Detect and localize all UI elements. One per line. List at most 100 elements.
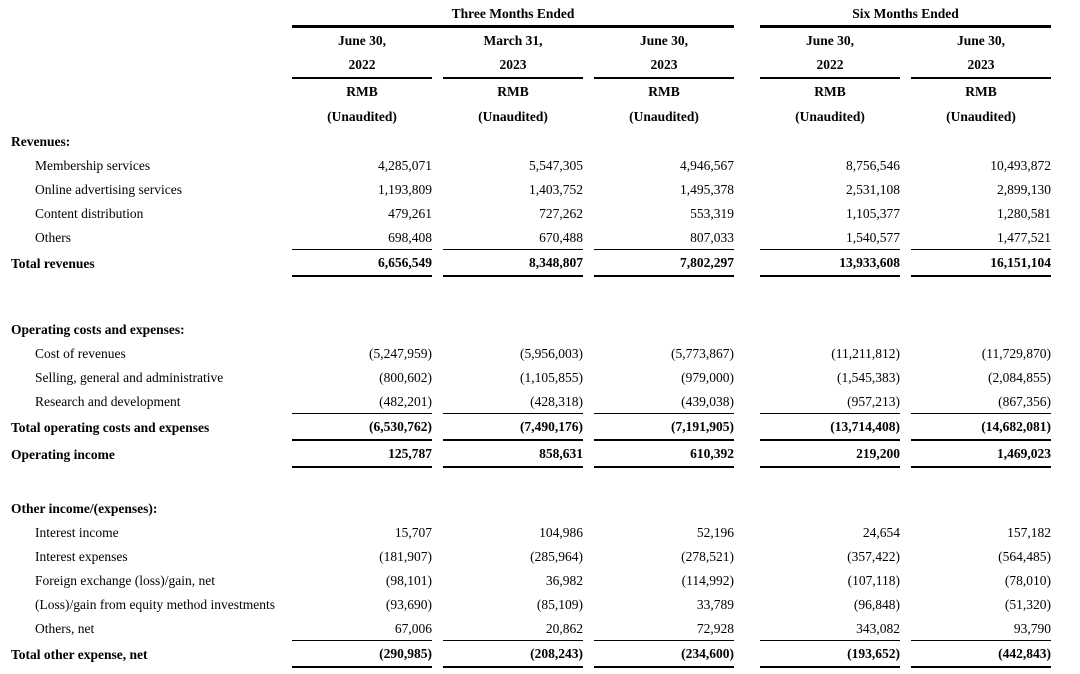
cell-value: 2,899,130: [997, 182, 1052, 197]
column-year: 2022: [760, 53, 900, 79]
column-audit-row: (Unaudited) (Unaudited) (Unaudited) (Una…: [11, 104, 1051, 129]
cell-value: (13,714,408): [760, 414, 900, 441]
cell-value: 1,495,378: [680, 182, 734, 197]
column-date: June 30,: [337, 32, 386, 48]
cell-value: (979,000): [681, 370, 734, 385]
cell-value: 67,006: [292, 617, 432, 641]
cell-value: (278,521): [681, 549, 734, 564]
table-row: (Loss)/gain from equity method investmen…: [11, 593, 1051, 617]
cell-value: 8,348,807: [443, 250, 583, 277]
cell-value: 7,802,297: [594, 250, 734, 277]
cell-value: (867,356): [911, 390, 1052, 414]
table-row: Cost of revenues (5,247,959) (5,956,003)…: [11, 342, 1051, 366]
cell-value: (96,848): [853, 597, 900, 612]
cell-value: (11,211,812): [831, 346, 900, 361]
cell-value: (5,773,867): [671, 346, 734, 361]
cell-value: 20,862: [443, 617, 583, 641]
section-header-other-income: Other income/(expenses):: [11, 500, 158, 516]
column-currency: RMB: [497, 83, 529, 99]
cell-value: (428,318): [443, 390, 583, 414]
group-gap: [745, 2, 749, 28]
section-gap: [11, 277, 1051, 317]
cell-value: 125,787: [292, 441, 432, 468]
row-label: Interest expenses: [35, 549, 128, 564]
cell-value: (193,652): [760, 641, 900, 668]
table-row: Online advertising services 1,193,809 1,…: [11, 178, 1051, 202]
table-row: Content distribution 479,261 727,262 553…: [11, 202, 1051, 226]
cell-value: (7,191,905): [594, 414, 734, 441]
cell-value: 72,928: [594, 617, 734, 641]
cell-value: (93,690): [385, 597, 432, 612]
cell-value: 610,392: [594, 441, 734, 468]
cell-value: 104,986: [539, 525, 583, 540]
row-label: Content distribution: [35, 206, 144, 221]
section-header-operating-costs: Operating costs and expenses:: [11, 321, 185, 337]
cell-value: (85,109): [536, 597, 583, 612]
column-audit-note: (Unaudited): [795, 108, 865, 124]
table-row: Interest income 15,707 104,986 52,196 24…: [11, 521, 1051, 545]
column-audit-note: (Unaudited): [946, 108, 1016, 124]
cell-value: (234,600): [594, 641, 734, 668]
column-year: 2023: [443, 53, 583, 79]
cell-value: (78,010): [1004, 573, 1052, 588]
cell-value: (2,084,855): [988, 370, 1052, 385]
cell-value: (285,964): [530, 549, 583, 564]
cell-value: 4,285,071: [378, 158, 432, 173]
row-label: (Loss)/gain from equity method investmen…: [35, 597, 275, 612]
income-statement-table: Three Months Ended Six Months Ended June…: [0, 2, 1062, 668]
section-header-revenues: Revenues:: [11, 133, 71, 149]
cell-value: (5,247,959): [369, 346, 432, 361]
table-row: Selling, general and administrative (800…: [11, 366, 1051, 390]
row-label: Membership services: [35, 158, 151, 173]
cell-value: 13,933,608: [760, 250, 900, 277]
column-year-row: 2022 2023 2023 2022 2023: [11, 53, 1052, 79]
cell-value: (114,992): [681, 573, 734, 588]
section-header-row: Revenues:: [11, 129, 1051, 154]
cell-value: (6,530,762): [292, 414, 432, 441]
cell-value: 670,488: [443, 226, 583, 250]
column-date: March 31,: [483, 32, 543, 48]
cell-value: 479,261: [388, 206, 432, 221]
column-audit-note: (Unaudited): [629, 108, 699, 124]
cell-value: 157,182: [1007, 525, 1052, 540]
cell-value: 698,408: [292, 226, 432, 250]
cell-value: 2,531,108: [846, 182, 900, 197]
row-label: Cost of revenues: [35, 346, 126, 361]
row-label: Interest income: [35, 525, 119, 540]
row-label: Online advertising services: [35, 182, 182, 197]
cell-value: (14,682,081): [911, 414, 1052, 441]
cell-value: 15,707: [394, 525, 432, 540]
cell-value: 1,469,023: [911, 441, 1052, 468]
cell-value: 33,789: [696, 597, 734, 612]
cell-value: (564,485): [998, 549, 1052, 564]
row-label: Selling, general and administrative: [35, 370, 224, 385]
column-date: June 30,: [639, 32, 688, 48]
total-row: Total operating costs and expenses (6,53…: [11, 414, 1052, 441]
cell-value: 10,493,872: [990, 158, 1052, 173]
cell-value: (1,105,855): [520, 370, 583, 385]
table-row: Others 698,408 670,488 807,033 1,540,577…: [11, 226, 1052, 250]
cell-value: 24,654: [862, 525, 900, 540]
cell-value: 8,756,546: [846, 158, 900, 173]
column-date-row: June 30, March 31, June 30, June 30, Jun…: [11, 28, 1051, 53]
row-label: Operating income: [11, 446, 115, 462]
cell-value: (1,545,383): [837, 370, 900, 385]
column-date: June 30,: [805, 32, 854, 48]
table-row: Foreign exchange (loss)/gain, net (98,10…: [11, 569, 1051, 593]
cell-value: (442,843): [911, 641, 1052, 668]
section-gap: [11, 468, 1051, 496]
column-currency: RMB: [648, 83, 680, 99]
cell-value: (357,422): [847, 549, 900, 564]
row-label: Total other expense, net: [11, 646, 148, 662]
row-label: Others, net: [35, 621, 95, 636]
cell-value: 16,151,104: [911, 250, 1052, 277]
cell-value: 343,082: [760, 617, 900, 641]
cell-value: (290,985): [292, 641, 432, 668]
group-header-six-months: Six Months Ended: [760, 2, 1052, 28]
cell-value: 93,790: [911, 617, 1052, 641]
cell-value: (482,201): [292, 390, 432, 414]
section-header-row: Operating costs and expenses:: [11, 317, 1051, 342]
row-label: Total revenues: [11, 255, 95, 271]
cell-value: (439,038): [594, 390, 734, 414]
